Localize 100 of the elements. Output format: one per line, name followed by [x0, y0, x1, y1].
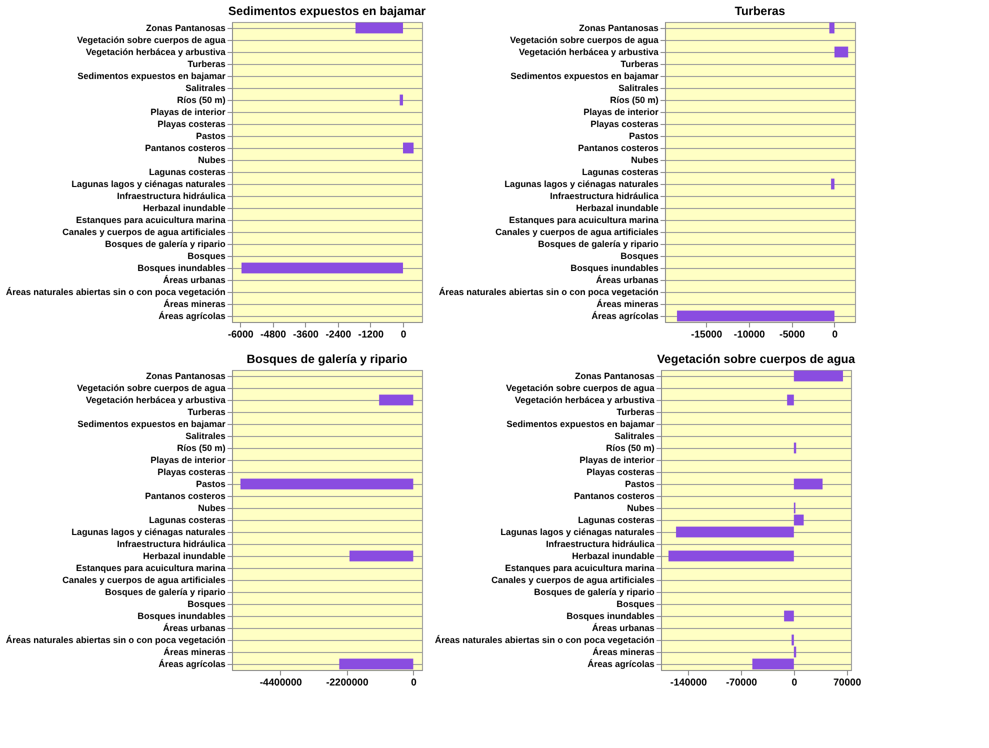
y-tick-label: Herbazal inundable: [142, 203, 226, 213]
y-tick-label: Playas de interior: [150, 107, 226, 117]
y-tick-label: Áreas naturales abiertas sin o con poca vegetación: [438, 287, 658, 297]
y-tick-label: Herbazal inundable: [576, 203, 658, 213]
y-tick-label: Estanques para acuicultura marina: [504, 563, 656, 573]
y-tick-label: Turberas: [616, 407, 654, 417]
y-tick-label: Pastos: [628, 131, 658, 141]
y-tick-label: Vegetación sobre cuerpos de agua: [510, 35, 660, 45]
y-tick-label: Zonas Pantanosas: [146, 371, 226, 381]
y-tick-label: Áreas urbanas: [162, 275, 226, 285]
y-tick-label: Infraestructura hidráulica: [546, 539, 656, 549]
y-tick-label: Bosques de galería y ripario: [104, 239, 226, 249]
y-tick-label: Zonas Pantanosas: [578, 23, 658, 33]
chart-title: Vegetación sobre cuerpos de agua: [656, 352, 856, 366]
y-tick-label: Sedimentos expuestos en bajamar: [77, 71, 226, 81]
y-tick-label: Bosques inundables: [570, 263, 658, 273]
x-tick-label: -1200: [358, 330, 384, 340]
y-tick-label: Playas costeras: [157, 119, 226, 129]
y-tick-label: Salitrales: [614, 431, 654, 441]
y-tick-label: Áreas naturales abiertas sin o con poca vegetación: [6, 635, 226, 645]
x-tick-label: 0: [832, 330, 838, 340]
y-tick-label: Áreas naturales abiertas sin o con poca vegetación: [6, 287, 226, 297]
y-tick-label: Lagunas costeras: [148, 167, 226, 177]
y-tick-label: Playas de interior: [579, 455, 655, 465]
bar: [794, 478, 823, 490]
y-tick-label: Infraestructura hidráulica: [550, 191, 660, 201]
y-tick-label: Turberas: [188, 407, 226, 417]
bar: [668, 550, 794, 562]
y-tick-label: Vegetación herbácea y arbustiva: [518, 47, 660, 57]
y-tick-label: Ríos (50 m): [610, 95, 658, 105]
x-tick-label: -3600: [292, 330, 320, 340]
y-tick-label: Vegetación herbácea y arbustiva: [514, 395, 656, 405]
y-tick-label: Vegetación sobre cuerpos de agua: [76, 35, 226, 45]
y-tick-label: Pantanos costeros: [144, 143, 226, 153]
x-tick-label: -2400: [326, 330, 352, 340]
y-tick-label: Canales y cuerpos de agua artificiales: [491, 575, 654, 585]
y-tick-label: Áreas agrícolas: [587, 659, 654, 669]
bar: [794, 646, 796, 658]
y-tick-label: Bosques de galería y ripario: [534, 587, 655, 597]
y-tick-label: Áreas mineras: [163, 299, 226, 309]
y-tick-label: Infraestructura hidráulica: [116, 539, 226, 549]
y-tick-label: Infraestructura hidráulica: [116, 191, 226, 201]
y-tick-label: Pastos: [196, 479, 226, 489]
x-tick-label: 0: [792, 678, 798, 688]
y-tick-label: Nubes: [198, 155, 226, 165]
y-tick-label: Vegetación sobre cuerpos de agua: [76, 383, 226, 393]
x-tick-label: 0: [410, 678, 417, 688]
bar: [752, 658, 794, 670]
y-tick-label: Estanques para acuicultura marina: [508, 215, 660, 225]
y-tick-label: Pantanos costeros: [144, 491, 226, 501]
y-tick-label: Playas de interior: [583, 107, 659, 117]
y-tick-label: Áreas agrícolas: [158, 659, 226, 669]
y-tick-label: Pastos: [624, 479, 654, 489]
y-tick-label: Áreas mineras: [592, 647, 654, 657]
y-tick-label: Pastos: [196, 131, 226, 141]
x-tick-label: -4800: [260, 330, 286, 340]
y-tick-label: Estanques para acuicultura marina: [76, 563, 226, 573]
y-tick-label: Herbazal inundable: [572, 551, 654, 561]
y-tick-label: Áreas urbanas: [162, 623, 226, 633]
y-tick-label: Turberas: [188, 59, 226, 69]
x-tick-label: -5000: [779, 330, 806, 340]
y-tick-label: Áreas agrícolas: [158, 311, 226, 321]
x-tick-label: -4400000: [260, 678, 302, 688]
x-tick-label: -2200000: [326, 678, 369, 688]
y-tick-label: Lagunas lagos y ciénagas naturales: [500, 527, 654, 537]
y-tick-label: Bosques de galería y ripario: [538, 239, 659, 249]
y-tick-label: Nubes: [630, 155, 658, 165]
y-tick-label: Turberas: [620, 59, 658, 69]
y-tick-label: Bosques inundables: [137, 611, 226, 621]
y-tick-label: Lagunas costeras: [578, 515, 654, 525]
bar: [794, 370, 843, 382]
y-tick-label: Bosques inundables: [137, 263, 226, 273]
y-tick-label: Salitrales: [185, 83, 226, 93]
y-tick-label: Ríos (50 m): [176, 443, 226, 453]
y-tick-label: Vegetación sobre cuerpos de agua: [506, 383, 656, 393]
bar: [676, 526, 794, 538]
y-tick-label: Canales y cuerpos de agua artificiales: [62, 227, 226, 237]
y-tick-label: Playas costeras: [590, 119, 658, 129]
y-tick-label: Lagunas lagos y ciénagas naturales: [504, 179, 658, 189]
y-tick-label: Áreas urbanas: [596, 275, 658, 285]
x-tick-label: 70000: [833, 678, 862, 688]
y-tick-label: Lagunas costeras: [582, 167, 658, 177]
y-tick-label: Ríos (50 m): [606, 443, 654, 453]
x-tick-label: -70000: [726, 678, 758, 688]
bar: [794, 442, 796, 454]
y-tick-label: Salitrales: [618, 83, 658, 93]
y-tick-label: Áreas agrícolas: [591, 311, 658, 321]
y-tick-label: Bosques: [187, 251, 226, 261]
x-tick-label: 0: [400, 330, 407, 340]
x-tick-label: -140000: [670, 678, 708, 688]
chart-title: Sedimentos expuestos en bajamar: [228, 4, 426, 18]
y-tick-label: Bosques: [616, 599, 654, 609]
y-tick-label: Lagunas lagos y ciénagas naturales: [71, 527, 226, 537]
y-tick-label: Playas costeras: [586, 467, 654, 477]
y-tick-label: Nubes: [198, 503, 226, 513]
y-tick-label: Vegetación herbácea y arbustiva: [86, 47, 226, 57]
bar: [784, 610, 794, 622]
y-tick-label: Bosques de galería y ripario: [104, 587, 226, 597]
y-tick-label: Áreas urbanas: [592, 623, 654, 633]
y-tick-label: Canales y cuerpos de agua artificiales: [495, 227, 658, 237]
